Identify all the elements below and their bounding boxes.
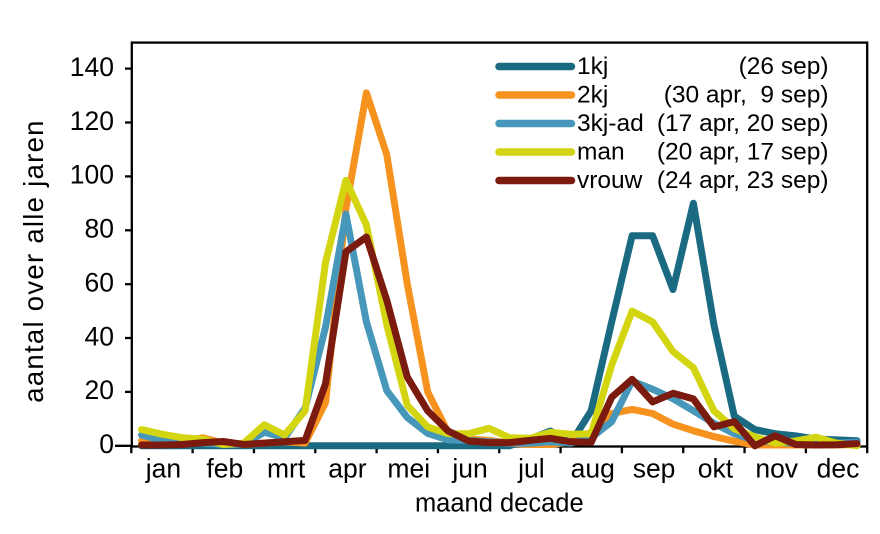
svg-text:dec: dec <box>817 454 860 484</box>
svg-text:1kj: 1kj <box>577 53 608 80</box>
svg-text:3kj-ad: 3kj-ad <box>577 110 644 137</box>
svg-text:(26 sep): (26 sep) <box>739 53 829 80</box>
svg-text:(30 apr, 9 sep): (30 apr, 9 sep) <box>664 82 829 109</box>
svg-text:(20 apr, 17 sep): (20 apr, 17 sep) <box>657 139 829 166</box>
svg-text:2kj: 2kj <box>577 82 608 109</box>
svg-text:maand decade: maand decade <box>415 490 584 518</box>
svg-text:(24 apr, 23 sep): (24 apr, 23 sep) <box>657 167 829 194</box>
svg-text:mrt: mrt <box>267 454 306 484</box>
svg-text:man: man <box>577 139 625 166</box>
svg-text:apr: apr <box>328 454 366 484</box>
svg-text:aug: aug <box>571 454 615 484</box>
svg-text:60: 60 <box>85 268 114 298</box>
svg-text:nov: nov <box>755 454 798 484</box>
svg-text:jun: jun <box>451 454 487 484</box>
svg-text:mei: mei <box>387 454 430 484</box>
svg-text:okt: okt <box>698 454 734 484</box>
svg-text:0: 0 <box>99 429 114 459</box>
svg-text:120: 120 <box>70 106 114 136</box>
svg-text:140: 140 <box>70 52 114 82</box>
svg-text:80: 80 <box>85 214 114 244</box>
svg-text:20: 20 <box>85 375 114 405</box>
svg-text:(17 apr, 20 sep): (17 apr, 20 sep) <box>657 110 829 137</box>
svg-text:vrouw: vrouw <box>577 167 643 194</box>
svg-text:sep: sep <box>633 454 676 484</box>
svg-text:jul: jul <box>517 454 545 484</box>
svg-text:aantal over alle jaren: aantal over alle jaren <box>18 119 49 402</box>
svg-text:jan: jan <box>145 454 181 484</box>
svg-text:40: 40 <box>85 321 114 351</box>
svg-text:100: 100 <box>70 160 114 190</box>
svg-text:feb: feb <box>206 454 243 484</box>
